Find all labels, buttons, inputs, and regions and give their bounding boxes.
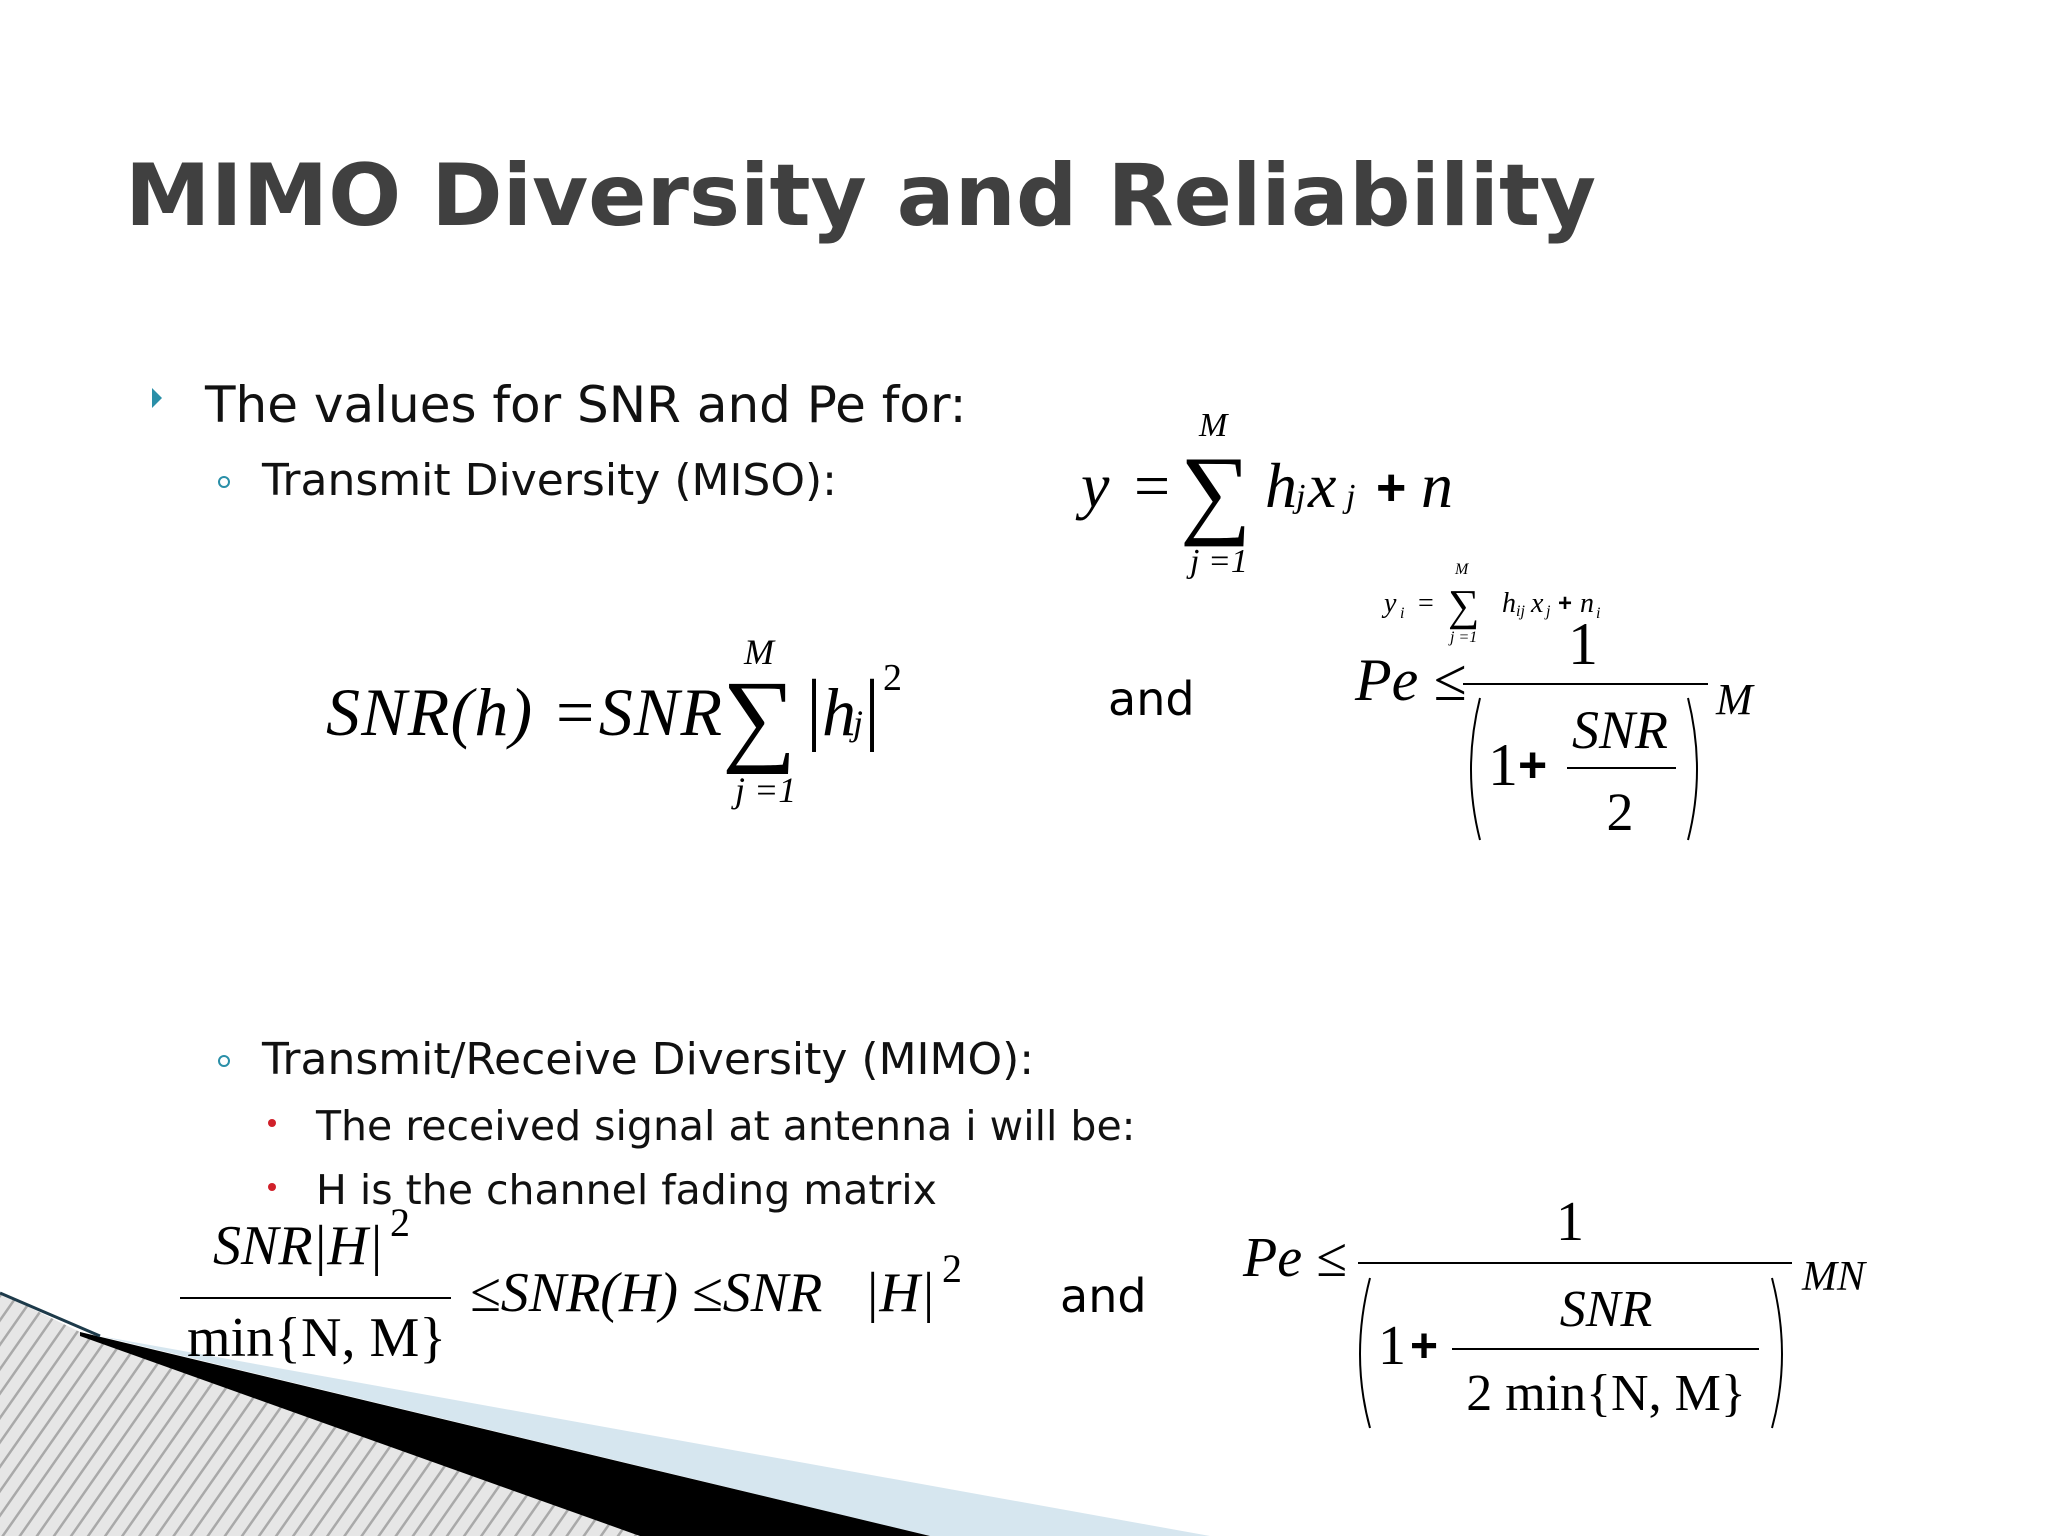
connector-text: and [1060, 1269, 1147, 1323]
math: x [1530, 588, 1544, 619]
sub-bullet [218, 1055, 230, 1067]
math: Pe ≤ [1242, 1227, 1347, 1289]
math: i [1400, 605, 1404, 622]
math: 2 [1607, 782, 1634, 842]
math: SNR [213, 1215, 313, 1277]
math: + [1558, 590, 1572, 617]
math: + [1518, 737, 1547, 793]
math: M [1715, 675, 1755, 724]
math: + [1376, 459, 1406, 517]
math: j =1 [1186, 543, 1248, 580]
math: | [864, 665, 880, 753]
math: j =1 [731, 770, 796, 810]
math: ∑ [722, 660, 796, 775]
equation-pe-mimo: Pe ≤ 1 1 + SNR 2 min{N, M} MN [1242, 1191, 1867, 1429]
equation-mimo-output: y i = ∑ M j =1 h ij x j + n i [1381, 561, 1600, 646]
math: SNR [1560, 1281, 1652, 1338]
connector-text: and [1108, 672, 1195, 726]
bullet-arrow [152, 388, 162, 408]
math: j [1292, 478, 1305, 515]
sub-sub-bullet [268, 1183, 276, 1191]
math: n [1421, 450, 1453, 521]
math: = [1134, 450, 1170, 521]
math: ∑ [1448, 581, 1479, 630]
math: | [806, 665, 822, 753]
math: M [743, 632, 776, 672]
bullet-text: H is the channel fading matrix [316, 1166, 937, 1214]
bullet-text: The received signal at antenna i will be… [315, 1102, 1135, 1150]
math: h [1265, 450, 1297, 521]
math: SNR [1572, 700, 1668, 760]
math: ≤SNR(H) ≤SNR [470, 1262, 822, 1324]
math: j =1 [1448, 629, 1477, 646]
paren [1771, 1277, 1783, 1429]
math: y [1075, 450, 1110, 521]
bullet-text: Transmit Diversity (MISO): [261, 455, 837, 506]
math: x [1307, 450, 1336, 521]
math: j [1342, 478, 1355, 515]
math: 1 [1378, 1315, 1406, 1377]
bullet-text: The values for SNR and Pe for: [204, 376, 967, 434]
sub-bullet [218, 476, 230, 488]
math: min{N, M} [187, 1307, 446, 1369]
corner-decoration [0, 1291, 1210, 1536]
equation-snr-miso: SNR(h) =SNR ∑ M j =1 | h j | 2 [326, 632, 902, 810]
math: j [849, 703, 863, 743]
equation-snr-mimo: SNR |H| 2 min{N, M} ≤SNR(H) ≤SNR |H| 2 [180, 1200, 962, 1369]
math: h [1502, 588, 1516, 619]
slide-title: MIMO Diversity and Reliability [125, 146, 1596, 246]
math: M [1198, 407, 1229, 444]
math: + [1410, 1320, 1438, 1373]
equation-miso-output: y = ∑ M j =1 h j x j + n [1075, 407, 1453, 580]
math: = [1418, 588, 1434, 619]
math: Pe ≤ [1354, 647, 1466, 713]
bullet-text: Transmit/Receive Diversity (MIMO): [261, 1034, 1034, 1085]
math: ∑ [1180, 436, 1251, 547]
math: 2 min{N, M} [1466, 1365, 1746, 1422]
math: 2 [942, 1246, 962, 1291]
math: |H| [864, 1262, 935, 1324]
math: j [1544, 603, 1551, 620]
math: h [822, 674, 856, 750]
math: |H| [312, 1215, 383, 1277]
math: 1 [1488, 732, 1518, 798]
equation-pe-miso: Pe ≤ 1 1 + SNR 2 M [1354, 611, 1755, 842]
math: n [1580, 588, 1594, 619]
sub-sub-bullet [268, 1119, 276, 1127]
paren [1470, 697, 1481, 841]
paren [1359, 1277, 1371, 1429]
math: SNR(h) =SNR [326, 674, 722, 750]
paren [1687, 697, 1698, 841]
math: 1 [1556, 1191, 1584, 1253]
math: 2 [390, 1200, 410, 1245]
math: ij [1516, 603, 1525, 620]
math: MN [1801, 1254, 1867, 1300]
math: 2 [883, 657, 902, 699]
math: 1 [1568, 611, 1598, 677]
math: M [1454, 561, 1470, 578]
math: i [1596, 605, 1600, 622]
math: y [1381, 588, 1397, 619]
